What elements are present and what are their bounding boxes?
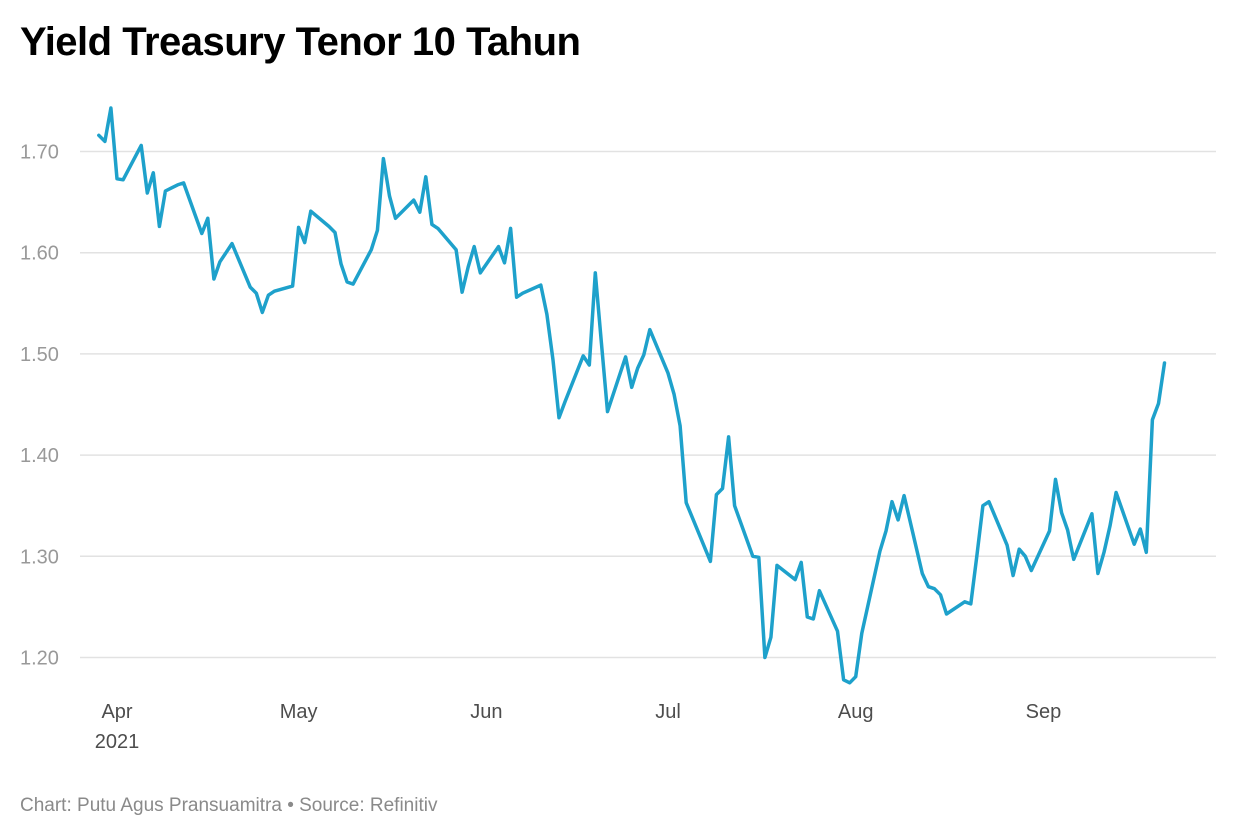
y-tick-label: 1.20 [20, 648, 59, 670]
x-tick-label: Jul [655, 701, 681, 723]
line-chart: 1.20 1.30 1.40 1.50 1.60 1.70 Apr 2021 May Jun Ju… [20, 106, 1216, 753]
x-axis: Apr 2021 May Jun Jul Aug Sep [95, 701, 1061, 753]
x-tick-label: May [280, 701, 318, 723]
y-tick-label: 1.40 [20, 445, 59, 467]
y-axis: 1.20 1.30 1.40 1.50 1.60 1.70 [20, 142, 59, 670]
chart-credit: Chart: Putu Agus Pransuamitra • Source: … [20, 795, 438, 816]
x-tick-label: Sep [1026, 701, 1062, 723]
x-tick-sublabel: 2021 [95, 731, 140, 753]
x-tick-label: Apr [101, 701, 132, 723]
gridlines [80, 150, 1216, 659]
plot-area [97, 106, 1167, 685]
y-tick-label: 1.30 [20, 546, 59, 568]
y-tick-label: 1.50 [20, 344, 59, 366]
x-tick-label: Aug [838, 701, 874, 723]
x-tick-label: Jun [470, 701, 502, 723]
y-tick-label: 1.60 [20, 243, 59, 265]
series-line [97, 106, 1167, 685]
page-title: Yield Treasury Tenor 10 Tahun [20, 20, 581, 64]
y-tick-label: 1.70 [20, 142, 59, 164]
